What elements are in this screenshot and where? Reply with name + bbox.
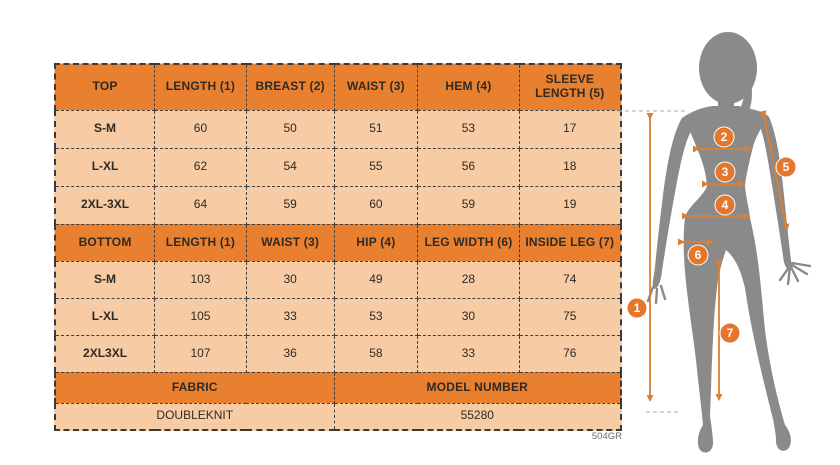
column-header-top-waist: WAIST (3) bbox=[333, 63, 419, 111]
value-cell: 53 bbox=[417, 109, 520, 149]
value-cell: 30 bbox=[417, 297, 520, 336]
value-cell: 28 bbox=[417, 260, 520, 299]
value-cell: 64 bbox=[154, 185, 247, 225]
table-row: 2XL3XL 107 36 58 33 76 bbox=[54, 334, 622, 373]
measurement-figure: 1 2 3 4 5 bbox=[618, 18, 836, 463]
table-row: 2XL-3XL 64 59 60 59 19 bbox=[54, 185, 622, 225]
column-header-hip: HIP (4) bbox=[333, 223, 419, 262]
column-header-hem: HEM (4) bbox=[417, 63, 520, 111]
value-cell: 55 bbox=[333, 147, 419, 187]
fabric-value: DOUBLEKNIT bbox=[54, 402, 335, 431]
value-cell: 76 bbox=[518, 334, 622, 373]
right-hand-fingers bbox=[778, 261, 812, 286]
value-cell: 75 bbox=[518, 297, 622, 336]
column-header-sleeve-length: SLEEVE LENGTH (5) bbox=[518, 63, 622, 111]
size-label: L-XL bbox=[54, 147, 156, 187]
model-number-value: 55280 bbox=[333, 402, 622, 431]
column-header-breast: BREAST (2) bbox=[245, 63, 335, 111]
marker-label-7: 7 bbox=[727, 326, 734, 340]
table-row: S-M 60 50 51 53 17 bbox=[54, 109, 622, 149]
value-cell: 103 bbox=[154, 260, 247, 299]
value-cell: 59 bbox=[245, 185, 335, 225]
measurement-arrow-5 bbox=[759, 110, 790, 231]
value-cell: 33 bbox=[417, 334, 520, 373]
value-cell: 53 bbox=[333, 297, 419, 336]
size-label: 2XL-3XL bbox=[54, 185, 156, 225]
marker-label-2: 2 bbox=[721, 130, 728, 144]
value-cell: 107 bbox=[154, 334, 247, 373]
measurement-marker-7: 7 bbox=[719, 322, 741, 344]
value-cell: 60 bbox=[333, 185, 419, 225]
column-header-bottom-length: LENGTH (1) bbox=[154, 223, 247, 262]
value-cell: 59 bbox=[417, 185, 520, 225]
marker-label-4: 4 bbox=[722, 198, 729, 212]
size-label: L-XL bbox=[54, 297, 156, 336]
measurement-marker-4: 4 bbox=[714, 194, 736, 216]
value-cell: 33 bbox=[245, 297, 335, 336]
style-code-label: 504GR bbox=[591, 431, 622, 442]
fabric-header: FABRIC bbox=[54, 371, 335, 404]
value-cell: 19 bbox=[518, 185, 622, 225]
top-header-row: TOP LENGTH (1) BREAST (2) WAIST (3) HEM … bbox=[54, 63, 622, 111]
measurement-marker-6: 6 bbox=[687, 244, 709, 266]
left-arm-shape bbox=[652, 118, 693, 289]
value-cell: 54 bbox=[245, 147, 335, 187]
info-header-row: FABRIC MODEL NUMBER bbox=[54, 371, 622, 404]
measurement-arrows bbox=[646, 110, 790, 402]
value-cell: 60 bbox=[154, 109, 247, 149]
right-leg-shape bbox=[726, 218, 791, 451]
value-cell: 105 bbox=[154, 297, 247, 336]
value-cell: 50 bbox=[245, 109, 335, 149]
measurement-marker-3: 3 bbox=[714, 161, 736, 183]
info-value-row: DOUBLEKNIT 55280 bbox=[54, 402, 622, 431]
marker-label-3: 3 bbox=[722, 165, 729, 179]
value-cell: 56 bbox=[417, 147, 520, 187]
column-header-bottom-waist: WAIST (3) bbox=[245, 223, 335, 262]
table-row: L-XL 62 54 55 56 18 bbox=[54, 147, 622, 187]
value-cell: 58 bbox=[333, 334, 419, 373]
marker-label-1: 1 bbox=[634, 301, 641, 315]
model-number-header: MODEL NUMBER bbox=[333, 371, 622, 404]
size-label: S-M bbox=[54, 260, 156, 299]
guide-lines bbox=[618, 110, 686, 413]
marker-label-6: 6 bbox=[695, 248, 702, 262]
value-cell: 36 bbox=[245, 334, 335, 373]
size-label: 2XL3XL bbox=[54, 334, 156, 373]
column-header-top-length: LENGTH (1) bbox=[154, 63, 247, 111]
value-cell: 18 bbox=[518, 147, 622, 187]
measurement-marker-2: 2 bbox=[713, 126, 735, 148]
column-header-inside-leg: INSIDE LEG (7) bbox=[518, 223, 622, 262]
value-cell: 51 bbox=[333, 109, 419, 149]
woman-silhouette bbox=[646, 32, 812, 453]
column-header-leg-width: LEG WIDTH (6) bbox=[417, 223, 520, 262]
value-cell: 30 bbox=[245, 260, 335, 299]
marker-label-5: 5 bbox=[783, 160, 790, 174]
measurement-marker-1: 1 bbox=[626, 297, 648, 319]
bottom-header-row: BOTTOM LENGTH (1) WAIST (3) HIP (4) LEG … bbox=[54, 223, 622, 262]
value-cell: 62 bbox=[154, 147, 247, 187]
column-header-bottom: BOTTOM bbox=[54, 223, 156, 262]
value-cell: 49 bbox=[333, 260, 419, 299]
figure-silhouette-svg: 1 2 3 4 5 bbox=[618, 32, 812, 453]
table-row: S-M 103 30 49 28 74 bbox=[54, 260, 622, 299]
left-leg-shape bbox=[683, 218, 726, 453]
value-cell: 17 bbox=[518, 109, 622, 149]
value-cell: 74 bbox=[518, 260, 622, 299]
head-shape bbox=[699, 32, 757, 104]
column-header-top: TOP bbox=[54, 63, 156, 111]
measurement-marker-5: 5 bbox=[775, 156, 797, 178]
table-row: L-XL 105 33 53 30 75 bbox=[54, 297, 622, 336]
size-table: TOP LENGTH (1) BREAST (2) WAIST (3) HEM … bbox=[54, 63, 622, 431]
size-label: S-M bbox=[54, 109, 156, 149]
measurement-markers: 1 2 3 4 5 bbox=[626, 126, 797, 344]
right-arm-shape bbox=[759, 117, 792, 270]
